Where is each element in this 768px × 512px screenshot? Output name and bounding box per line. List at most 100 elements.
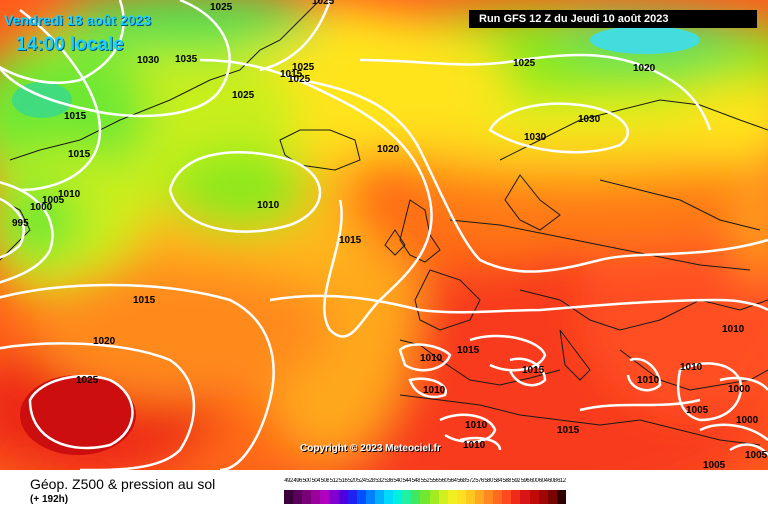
isobar-label: 1005	[703, 460, 726, 470]
scale-swatch	[493, 490, 503, 504]
scale-swatch	[529, 490, 539, 504]
scale-label: 516	[338, 478, 348, 484]
isobar-label: 1025	[232, 90, 255, 101]
isobar-label: 995	[12, 218, 29, 229]
scale-label: 592	[511, 478, 521, 484]
scale-label: 580	[484, 478, 493, 484]
scale-label: 496	[293, 478, 302, 484]
isobar-label: 1005	[42, 195, 65, 206]
scale-swatch	[429, 490, 439, 504]
isobar-label: 1010	[465, 420, 488, 431]
isobar-label: 1010	[58, 189, 81, 200]
scale-swatch	[556, 490, 566, 504]
scale-swatch	[356, 490, 366, 504]
isobar-label: 1015	[280, 69, 303, 80]
isobar-label: 1025	[292, 62, 315, 73]
isobar-label: 1015	[522, 365, 545, 376]
scale-label: 548	[411, 478, 421, 484]
legend-footer: Géop. Z500 & pression au sol (+ 192h) 49…	[0, 470, 768, 512]
scale-label: 596	[520, 478, 530, 484]
color-scale	[284, 490, 566, 504]
scale-swatch	[511, 490, 521, 504]
map-title: Géop. Z500 & pression au sol	[30, 476, 216, 492]
isobar-label: 1025	[288, 74, 311, 85]
scale-swatch	[447, 490, 457, 504]
scale-swatch	[338, 490, 348, 504]
isobar-label: 1010	[257, 200, 280, 211]
isobar-label: 1005	[745, 450, 768, 461]
scale-swatch	[502, 490, 512, 504]
scale-label: 576	[475, 478, 484, 484]
cold-core-north	[590, 26, 700, 54]
isobar-labels: 1025 1025 1030 1035 1025 1015 1025 1025 …	[12, 0, 768, 470]
isobar-label: 1035	[175, 54, 198, 65]
isobar-label: 1010	[722, 324, 745, 335]
scale-swatch	[320, 490, 330, 504]
color-scale-labels: 492 496 500 504 508 512 516 520 524 528 532 536 540 5…	[284, 478, 566, 484]
scale-label: 604	[538, 478, 548, 484]
isobar-label: 1025	[76, 375, 99, 386]
scale-swatch	[393, 490, 403, 504]
isobars	[0, 0, 768, 470]
scale-label: 564	[447, 478, 457, 484]
scale-swatch	[311, 490, 321, 504]
scale-swatch	[538, 490, 548, 504]
isobar-label: 1005	[686, 405, 709, 416]
scale-swatch	[547, 490, 557, 504]
scale-label: 612	[557, 478, 566, 484]
scale-swatch	[284, 490, 294, 504]
scale-label: 520	[347, 478, 357, 484]
scale-label: 544	[402, 478, 412, 484]
scale-label: 532	[375, 478, 384, 484]
isobar-label: 1030	[578, 114, 601, 125]
isobar-label: 1010	[463, 440, 486, 451]
cold-core-greenland	[12, 82, 72, 118]
scale-swatch	[484, 490, 494, 504]
scale-label: 508	[320, 478, 330, 484]
isobar-label: 1025	[312, 0, 335, 7]
isobar-label: 1010	[420, 353, 443, 364]
scale-swatch	[420, 490, 430, 504]
scale-label: 608	[548, 478, 557, 484]
scale-label: 528	[366, 478, 375, 484]
scale-swatch	[402, 490, 412, 504]
forecast-date: Vendredi 18 août 2023	[4, 12, 152, 28]
scale-swatch	[465, 490, 475, 504]
isobar-label: 1020	[377, 144, 400, 155]
scale-label: 552	[420, 478, 430, 484]
scale-swatch	[293, 490, 303, 504]
scale-label: 492	[284, 478, 293, 484]
isobar-label: 1010	[637, 375, 660, 386]
isobar-label: 1010	[680, 362, 703, 373]
scale-swatch	[474, 490, 485, 504]
scale-label: 556	[429, 478, 439, 484]
forecast-offset: (+ 192h)	[30, 494, 69, 505]
isobar-label: 1015	[64, 111, 87, 122]
scale-label: 512	[329, 478, 339, 484]
geopotential-map: 1025 1025 1030 1035 1025 1015 1025 1025 …	[0, 0, 768, 470]
isobar-label: 1015	[68, 149, 91, 160]
scale-swatch	[302, 490, 312, 504]
isobar-label: 1025	[513, 58, 536, 69]
isobar-label: 1000	[736, 415, 759, 426]
isobar-label: 1020	[93, 336, 116, 347]
high-pressure-core	[20, 375, 136, 455]
isobar-label: 1020	[633, 63, 656, 74]
scale-label: 584	[493, 478, 502, 484]
scale-swatch	[456, 490, 466, 504]
scale-label: 524	[357, 478, 366, 484]
scale-swatch	[411, 490, 421, 504]
isobar-label: 1015	[339, 235, 362, 246]
isobar-label: 1000	[30, 202, 53, 213]
scale-label: 568	[457, 478, 466, 484]
scale-label: 600	[529, 478, 539, 484]
forecast-local-time: 14:00 locale	[16, 34, 124, 55]
scale-label: 572	[466, 478, 475, 484]
isobar-label: 1010	[423, 385, 446, 396]
isobar-label: 1000	[728, 384, 751, 395]
isobar-label: 1025	[210, 2, 233, 13]
isobar-label: 1015	[457, 345, 480, 356]
isobar-label: 1015	[557, 425, 580, 436]
scale-label: 500	[302, 478, 311, 484]
